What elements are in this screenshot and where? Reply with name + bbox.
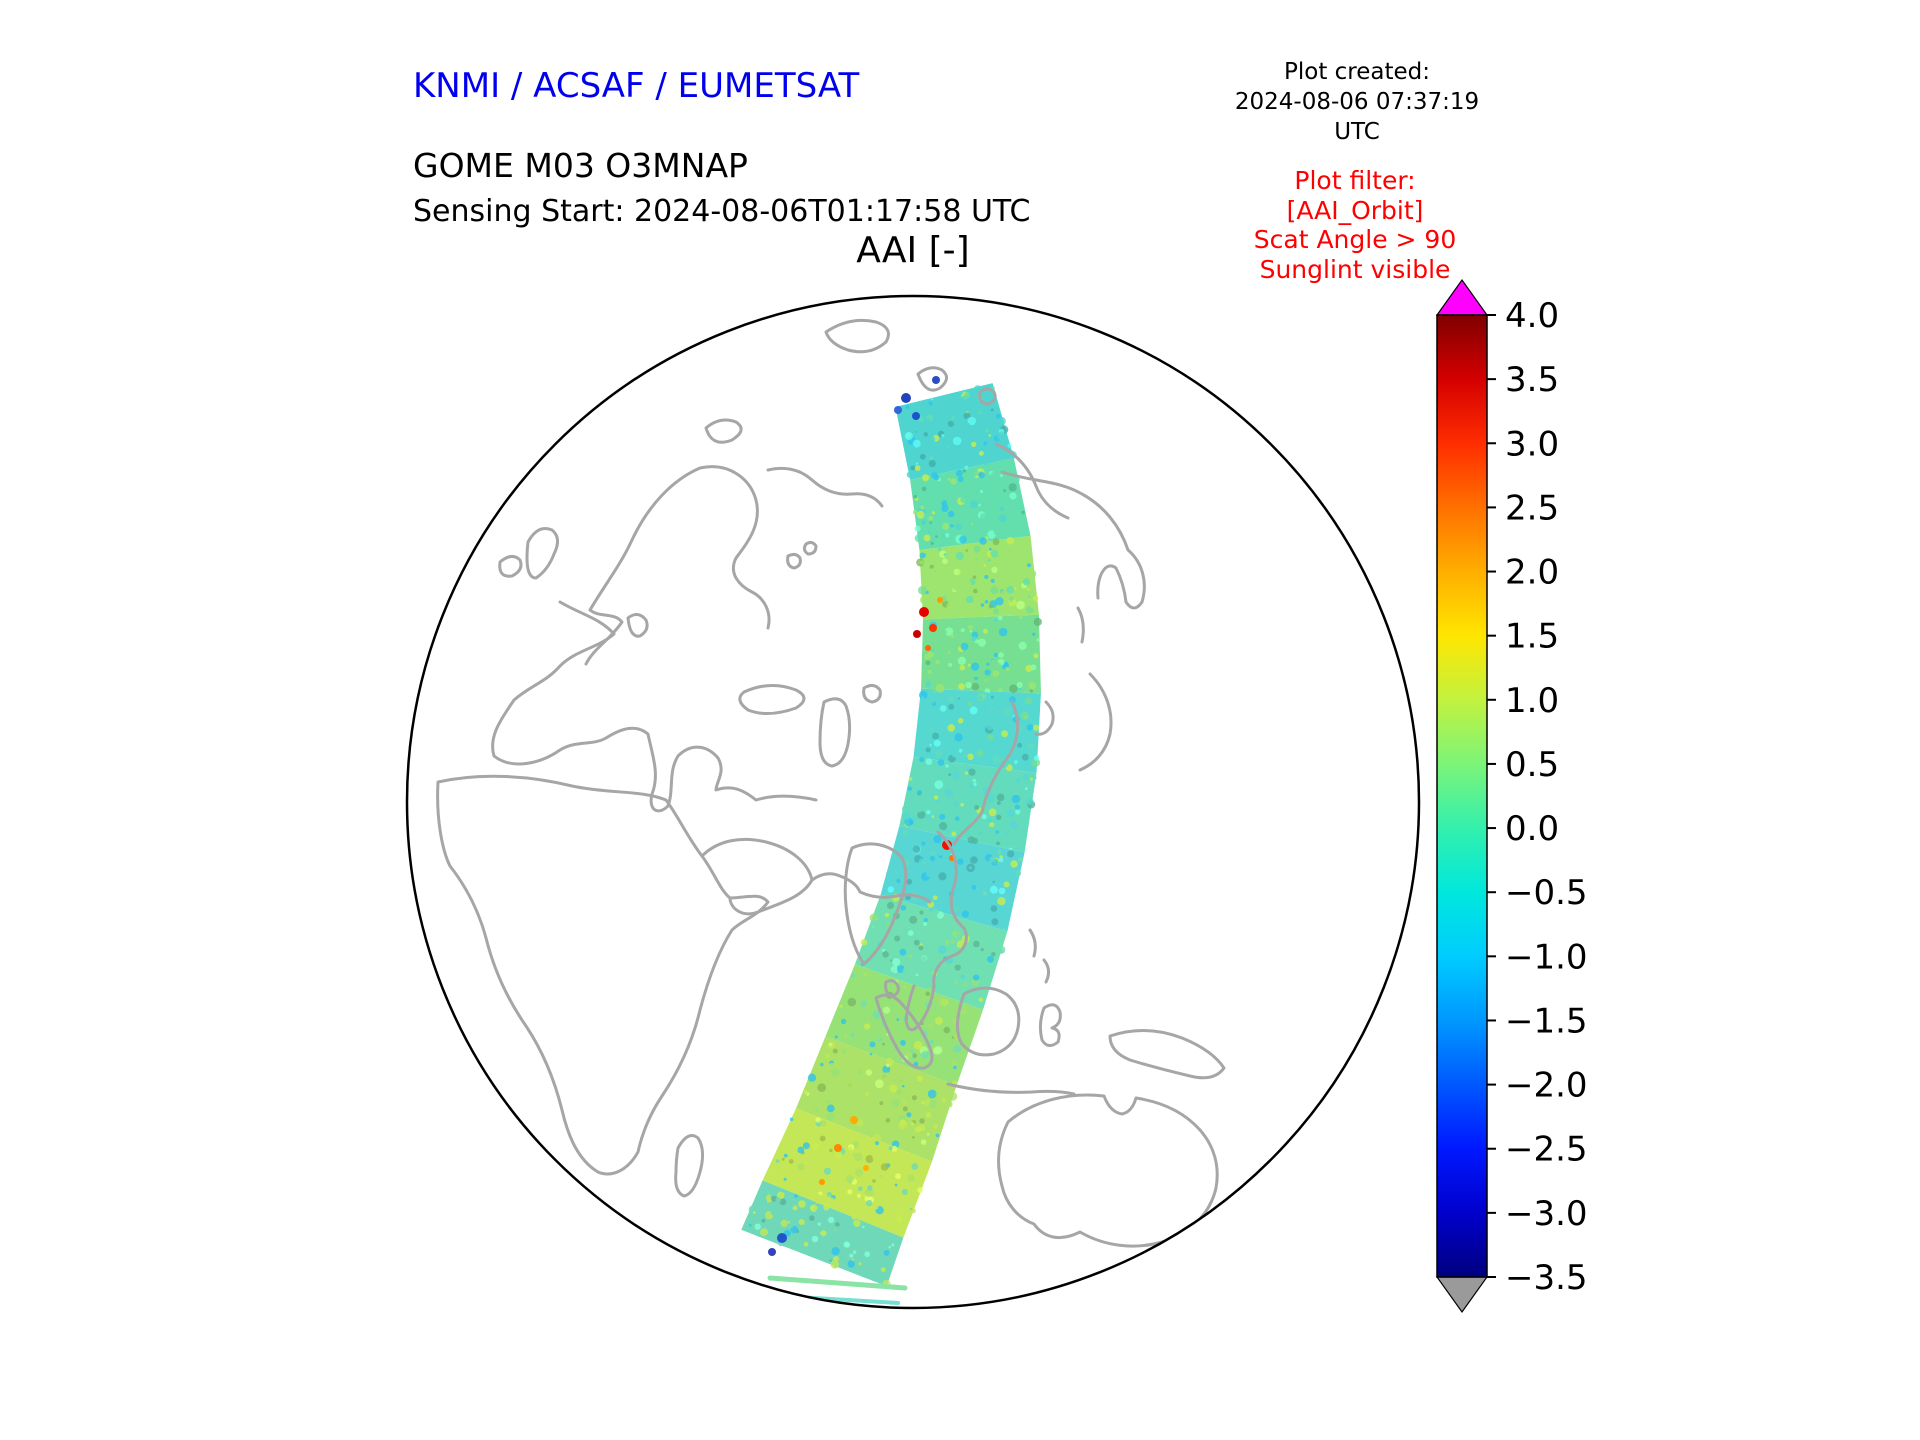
coastline-path bbox=[916, 366, 948, 392]
coastline-path bbox=[436, 774, 770, 1176]
coastline-path bbox=[810, 872, 932, 904]
colorbar-tick-label: −2.5 bbox=[1505, 1130, 1588, 1170]
coastline-path bbox=[956, 986, 1021, 1057]
swath-hotspot bbox=[850, 1116, 858, 1124]
swath-hotspot bbox=[768, 1248, 776, 1256]
coastline-path bbox=[1042, 958, 1051, 984]
coastline-path bbox=[952, 700, 1020, 846]
coastline-path bbox=[978, 387, 997, 406]
swath-segment bbox=[825, 964, 984, 1086]
plot-created-value: 2024-08-06 07:37:19 UTC bbox=[1234, 88, 1480, 145]
colorbar-tick-label: 3.5 bbox=[1505, 360, 1559, 400]
coastline-path bbox=[1108, 1028, 1226, 1080]
colorbar: 4.0 3.5 3.0 2.5 2.0 1.5 1.0 0.5 0.0 −0.5 −1.0 −1.5 −… bbox=[1435, 278, 1588, 1314]
coastline-path bbox=[1076, 606, 1085, 644]
coastline-path bbox=[766, 466, 884, 508]
swath-scanline bbox=[767, 1275, 908, 1291]
swath-segment bbox=[919, 535, 1039, 620]
coastline-path bbox=[1000, 470, 1146, 610]
globe-outline bbox=[405, 294, 1421, 1310]
plot-filter-line: Sunglint visible bbox=[1259, 254, 1451, 284]
colorbar-under-arrow bbox=[1435, 1276, 1489, 1314]
plot-created-block: Plot created: 2024-08-06 07:37:19 UTC bbox=[1212, 58, 1502, 148]
swath-hotspot bbox=[919, 607, 929, 617]
colorbar-tick-label: 1.5 bbox=[1505, 617, 1559, 657]
brand-title: KNMI / ACSAF / EUMETSAT bbox=[413, 66, 860, 106]
colorbar-tick-label: 0.0 bbox=[1505, 809, 1559, 849]
coastline-path bbox=[904, 830, 968, 1032]
colorbar-tick-label: −3.5 bbox=[1505, 1258, 1588, 1298]
coastline-path bbox=[1143, 1259, 1162, 1282]
plot-filter-line: Scat Angle > 90 bbox=[1253, 225, 1457, 254]
plot-filter-line: Plot filter: bbox=[1294, 166, 1416, 195]
coastline-path bbox=[698, 465, 771, 630]
coastline-path bbox=[498, 555, 523, 578]
coastline-path bbox=[1034, 700, 1055, 736]
coastline-path bbox=[1028, 928, 1037, 958]
coastline-path bbox=[786, 552, 802, 570]
colorbar-tick-label: −0.5 bbox=[1505, 873, 1588, 913]
colorbar-tick-label: −2.0 bbox=[1505, 1066, 1588, 1106]
swath-hotspot bbox=[863, 1165, 869, 1171]
coastline-path bbox=[994, 442, 1070, 520]
coastline-path bbox=[700, 837, 814, 916]
swath-hotspot bbox=[901, 393, 911, 403]
coastline-path bbox=[1038, 1003, 1062, 1047]
coastline-path bbox=[802, 540, 818, 556]
swath-hotspot bbox=[894, 406, 902, 414]
coastline-path bbox=[626, 613, 649, 638]
swath-hotspot bbox=[819, 1179, 825, 1185]
plot-created-label: Plot created: bbox=[1283, 59, 1431, 85]
coastline-path bbox=[824, 318, 890, 354]
swath-hotspot bbox=[929, 624, 937, 632]
swath-hotspot bbox=[925, 645, 931, 651]
colorbar-tick-label: −1.0 bbox=[1505, 937, 1588, 977]
coastline-path bbox=[1182, 1306, 1196, 1308]
coastline-path bbox=[818, 697, 852, 768]
colorbar-over-arrow bbox=[1435, 278, 1489, 316]
coastline-path bbox=[1162, 1280, 1180, 1304]
coastline-path bbox=[843, 842, 908, 966]
swath-segment bbox=[899, 757, 1037, 853]
swath-hotspot bbox=[777, 1233, 787, 1243]
swath-hotspot bbox=[912, 412, 920, 420]
coastlines bbox=[436, 318, 1226, 1308]
coastline-path bbox=[1078, 672, 1113, 772]
colorbar-gradient bbox=[1436, 314, 1488, 1278]
satellite-swath bbox=[741, 376, 1042, 1305]
coastline-path bbox=[946, 1082, 1076, 1096]
coastline-path bbox=[738, 684, 806, 715]
chart-title: AAI [-] bbox=[856, 230, 970, 271]
swath-hotspot bbox=[913, 630, 921, 638]
sensing-start: Sensing Start: 2024-08-06T01:17:58 UTC bbox=[413, 194, 1031, 229]
colorbar-tick-label: 0.5 bbox=[1505, 745, 1559, 785]
coastline-path bbox=[884, 979, 900, 998]
swath-hotspot bbox=[932, 376, 940, 384]
colorbar-tick-label: 2.5 bbox=[1505, 488, 1559, 528]
coastline-path bbox=[491, 600, 818, 813]
colorbar-tick-label: 2.0 bbox=[1505, 553, 1559, 593]
coastline-path bbox=[674, 1134, 705, 1198]
coastline-path bbox=[525, 527, 559, 580]
colorbar-tick-label: −1.5 bbox=[1505, 1001, 1588, 1041]
colorbar-tick-label: 4.0 bbox=[1505, 296, 1559, 336]
coastline-path bbox=[704, 418, 743, 444]
product-name: GOME M03 O3MNAP bbox=[413, 146, 748, 185]
colorbar-tick-label: 3.0 bbox=[1505, 424, 1559, 464]
plot-filter-block: Plot filter: [AAI_Orbit] Scat Angle > 90… bbox=[1254, 166, 1456, 284]
plot-filter-line: [AAI_Orbit] bbox=[1286, 195, 1424, 225]
colorbar-tick-label: −3.0 bbox=[1505, 1194, 1588, 1234]
coastline-path bbox=[997, 1093, 1219, 1248]
coastline-path bbox=[862, 683, 882, 704]
swath-hotspot bbox=[937, 597, 943, 603]
coastline-path bbox=[584, 466, 702, 666]
coastline-path bbox=[874, 993, 934, 1070]
swath-hotspot bbox=[834, 1144, 842, 1152]
colorbar-tick-label: 1.0 bbox=[1505, 681, 1559, 721]
